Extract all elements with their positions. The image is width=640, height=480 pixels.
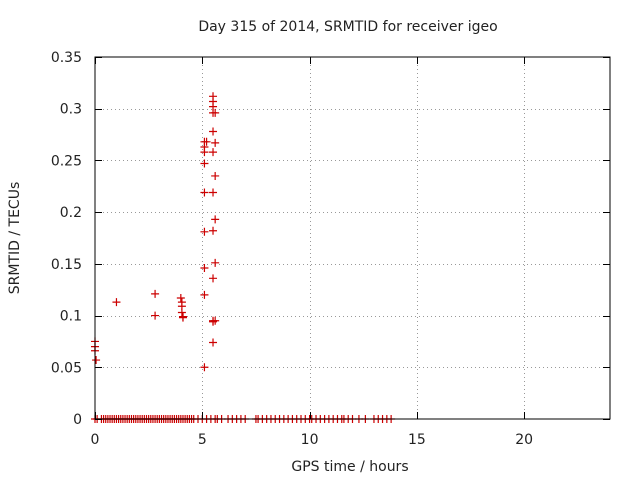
x-axis-label: GPS time / hours — [291, 459, 408, 475]
data-point — [200, 263, 209, 272]
y-tick-label: 0.1 — [60, 309, 82, 325]
data-point — [200, 159, 209, 168]
y-axis-label: SRMTID / TECUs — [7, 182, 23, 295]
x-tick-label: 5 — [198, 432, 207, 448]
data-point — [209, 148, 218, 157]
data-point — [209, 226, 218, 235]
data-point — [211, 215, 220, 224]
data-point — [151, 311, 160, 320]
data-point — [151, 289, 160, 298]
data-point — [209, 274, 218, 283]
data-point — [200, 227, 209, 236]
data-point — [200, 290, 209, 299]
y-tick-label: 0.35 — [51, 50, 82, 66]
y-tick-label: 0.15 — [51, 257, 82, 273]
data-point — [92, 356, 101, 365]
x-tick-label: 0 — [91, 432, 100, 448]
data-point — [176, 293, 185, 302]
data-point — [209, 188, 218, 197]
y-tick-label: 0.2 — [60, 205, 82, 221]
plot-frame — [94, 56, 611, 420]
data-point — [209, 127, 218, 136]
x-tick-label: 15 — [408, 432, 426, 448]
x-tick-label: 10 — [301, 432, 319, 448]
data-point — [211, 171, 220, 180]
data-point — [211, 138, 220, 147]
data-point — [202, 137, 211, 146]
data-point — [112, 298, 121, 307]
grid-lines — [95, 57, 610, 419]
data-point — [211, 258, 220, 267]
axis-ticks: 0 5 10 15 20 0 0.05 0.1 0.15 0.2 0.25 0.3 0.35 — [51, 50, 610, 448]
data-point — [211, 316, 220, 325]
y-tick-label: 0.05 — [51, 360, 82, 376]
data-point — [211, 108, 220, 117]
data-point — [178, 313, 187, 322]
data-point — [200, 148, 209, 157]
data-point — [209, 338, 218, 347]
y-tick-label: 0 — [73, 412, 82, 428]
chart-title: Day 315 of 2014, SRMTID for receiver ige… — [198, 19, 497, 35]
data-point — [200, 188, 209, 197]
data-point — [177, 308, 186, 317]
y-tick-label: 0.25 — [51, 153, 82, 169]
data-point — [200, 363, 209, 372]
x-tick-label: 20 — [515, 432, 533, 448]
y-tick-label: 0.3 — [60, 102, 82, 118]
